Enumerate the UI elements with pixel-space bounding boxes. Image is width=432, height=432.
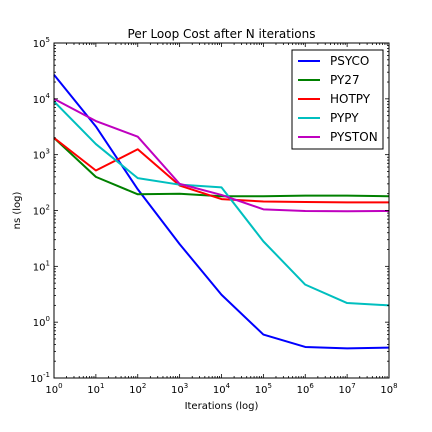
x-tick-label: 100 (45, 382, 62, 396)
chart-title: Per Loop Cost after N iterations (128, 27, 316, 41)
y-tick-label: 103 (33, 148, 50, 162)
y-tick-label: 101 (33, 259, 50, 273)
y-tick-label: 104 (33, 92, 51, 106)
y-tick-label: 100 (33, 315, 50, 329)
y-tick-label: 105 (33, 36, 50, 50)
series-line-pypy (53, 100, 390, 307)
legend-label: PSYCO (330, 54, 369, 68)
series-line-hotpy (53, 137, 389, 204)
y-axis-label: ns (log) (12, 192, 23, 230)
series-line-psyco (53, 74, 390, 350)
x-axis-label: Iterations (log) (185, 401, 259, 412)
series-line-py27 (53, 137, 390, 198)
x-tick-label: 105 (255, 382, 272, 396)
legend-label: PYSTON (330, 130, 378, 144)
x-tick-label: 104 (213, 382, 231, 396)
x-tick-label: 107 (339, 382, 356, 396)
legend-label: PY27 (330, 73, 360, 87)
plot-area (53, 74, 390, 350)
y-axis-ticks: 10-1 100 101 102 103 104 105 (30, 36, 389, 385)
x-tick-label: 101 (87, 382, 104, 396)
legend-label: HOTPY (330, 92, 371, 106)
x-tick-label: 103 (171, 382, 188, 396)
y-tick-label: 10-1 (30, 371, 50, 385)
x-tick-label: 102 (129, 382, 146, 396)
x-tick-label: 106 (297, 382, 315, 396)
x-tick-label: 108 (380, 382, 397, 396)
series-line-pyston (53, 97, 390, 213)
y-tick-label: 102 (33, 204, 50, 218)
legend-label: PYPY (330, 111, 359, 125)
legend: PSYCO PY27 HOTPY PYPY PYSTON (291, 49, 384, 150)
